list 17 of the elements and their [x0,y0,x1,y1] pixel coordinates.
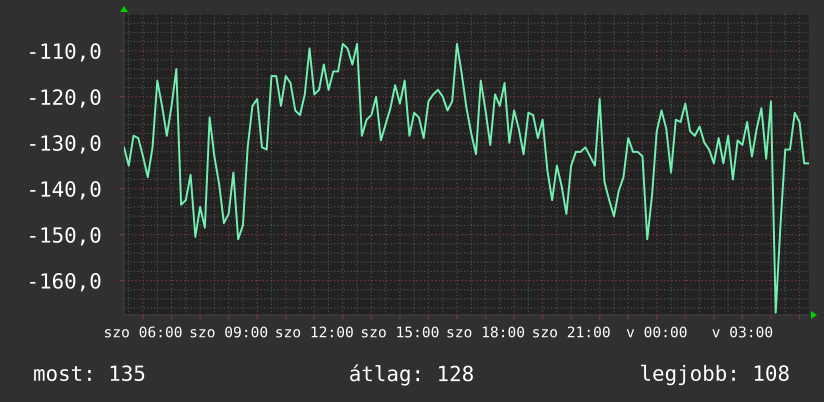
y-tick-label: -130,0 [30,135,100,154]
y-tick-label: -120,0 [30,89,100,108]
x-tick-label: szo 06:00 [105,326,182,338]
x-tick-label: szo 15:00 [362,326,438,338]
y-tick-label: -160,0 [30,273,100,292]
x-tick-label: v 03:00 [712,326,772,338]
x-tick-label: v 00:00 [626,326,687,338]
x-tick-label: szo 18:00 [448,326,524,338]
x-tick-label: szo 21:00 [533,326,610,338]
y-tick-label: -110,0 [30,43,100,62]
y-tick-label: -140,0 [30,181,100,200]
text: átlag: 128 [350,364,473,386]
x-tick-label: szo 12:00 [276,326,353,338]
text: legjobb: 108 [641,364,789,386]
x-tick-label: szo 09:00 [190,326,268,338]
y-tick-label: -150,0 [30,227,100,246]
text: most: 135 [34,365,144,382]
